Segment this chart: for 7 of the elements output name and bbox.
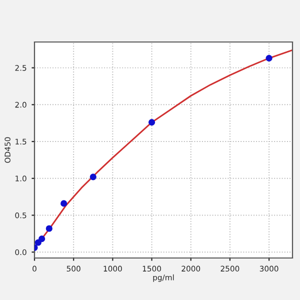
point xyxy=(34,239,42,246)
point xyxy=(266,54,272,62)
point xyxy=(60,200,68,207)
point xyxy=(90,174,96,180)
point xyxy=(38,236,46,242)
point xyxy=(148,119,156,126)
point xyxy=(46,225,52,232)
